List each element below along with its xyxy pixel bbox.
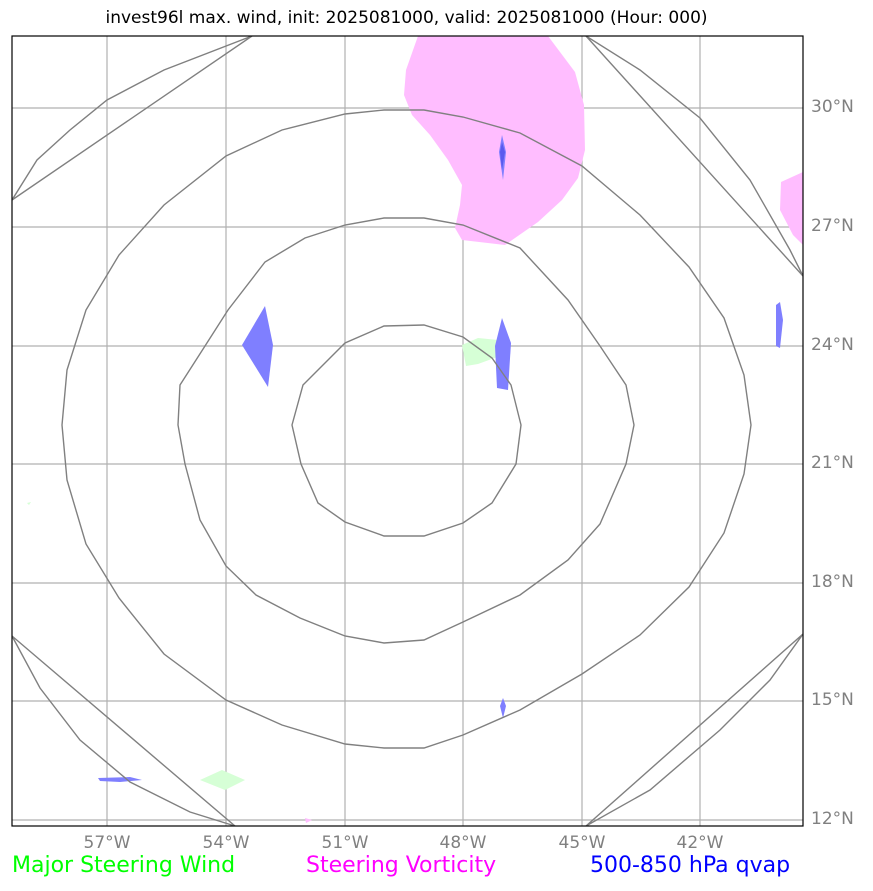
range-rings	[12, 36, 803, 826]
lat-label-15n: 15°N	[811, 690, 854, 710]
qvap-patch-south	[500, 698, 506, 718]
qvap-patch-center	[495, 318, 511, 390]
range-ring-2	[177, 217, 635, 644]
lon-label-54w: 54°W	[202, 833, 250, 853]
vorticity-blob-north	[404, 36, 585, 245]
lon-label-45w: 45°W	[558, 833, 606, 853]
graticule	[12, 36, 803, 826]
lat-label-21n: 21°N	[811, 453, 854, 473]
range-ring-4-se	[585, 633, 803, 826]
range-ring-3	[61, 109, 752, 749]
range-ring-4-sw	[12, 635, 236, 826]
range-ring-1	[291, 324, 522, 537]
legend-steering-wind: Major Steering Wind	[12, 853, 236, 878]
lon-label-48w: 48°W	[439, 833, 487, 853]
vorticity-blob-east	[780, 172, 803, 245]
vorticity-speck-south	[305, 818, 312, 823]
lat-label-24n: 24°N	[811, 335, 854, 355]
wind-patch-south	[200, 770, 245, 790]
qvap-core-north	[500, 142, 505, 170]
lat-label-30n: 30°N	[811, 97, 854, 117]
qvap-patch-west	[242, 306, 273, 387]
lon-label-42w: 42°W	[676, 833, 724, 853]
steering-vorticity-regions	[305, 36, 803, 823]
lat-label-12n: 12°N	[811, 809, 854, 829]
lat-label-18n: 18°N	[811, 572, 854, 592]
map-frame	[11, 35, 804, 827]
qvap-patch-east	[776, 302, 783, 348]
lat-label-27n: 27°N	[811, 216, 854, 236]
wind-patch-center	[462, 338, 500, 366]
lon-label-51w: 51°W	[321, 833, 369, 853]
qvap-patch-southwest	[98, 777, 142, 782]
map-title: invest96l max. wind, init: 2025081000, v…	[105, 8, 708, 28]
range-ring-4	[12, 36, 253, 201]
qvap-regions	[98, 135, 783, 782]
wind-speck-west	[27, 502, 31, 505]
legend-steering-vorticity: Steering Vorticity	[306, 853, 497, 878]
lon-label-57w: 57°W	[83, 833, 131, 853]
steering-wind-regions	[27, 338, 500, 790]
range-ring-4-east	[585, 36, 803, 277]
legend-qvap: 500-850 hPa qvap	[590, 853, 791, 878]
